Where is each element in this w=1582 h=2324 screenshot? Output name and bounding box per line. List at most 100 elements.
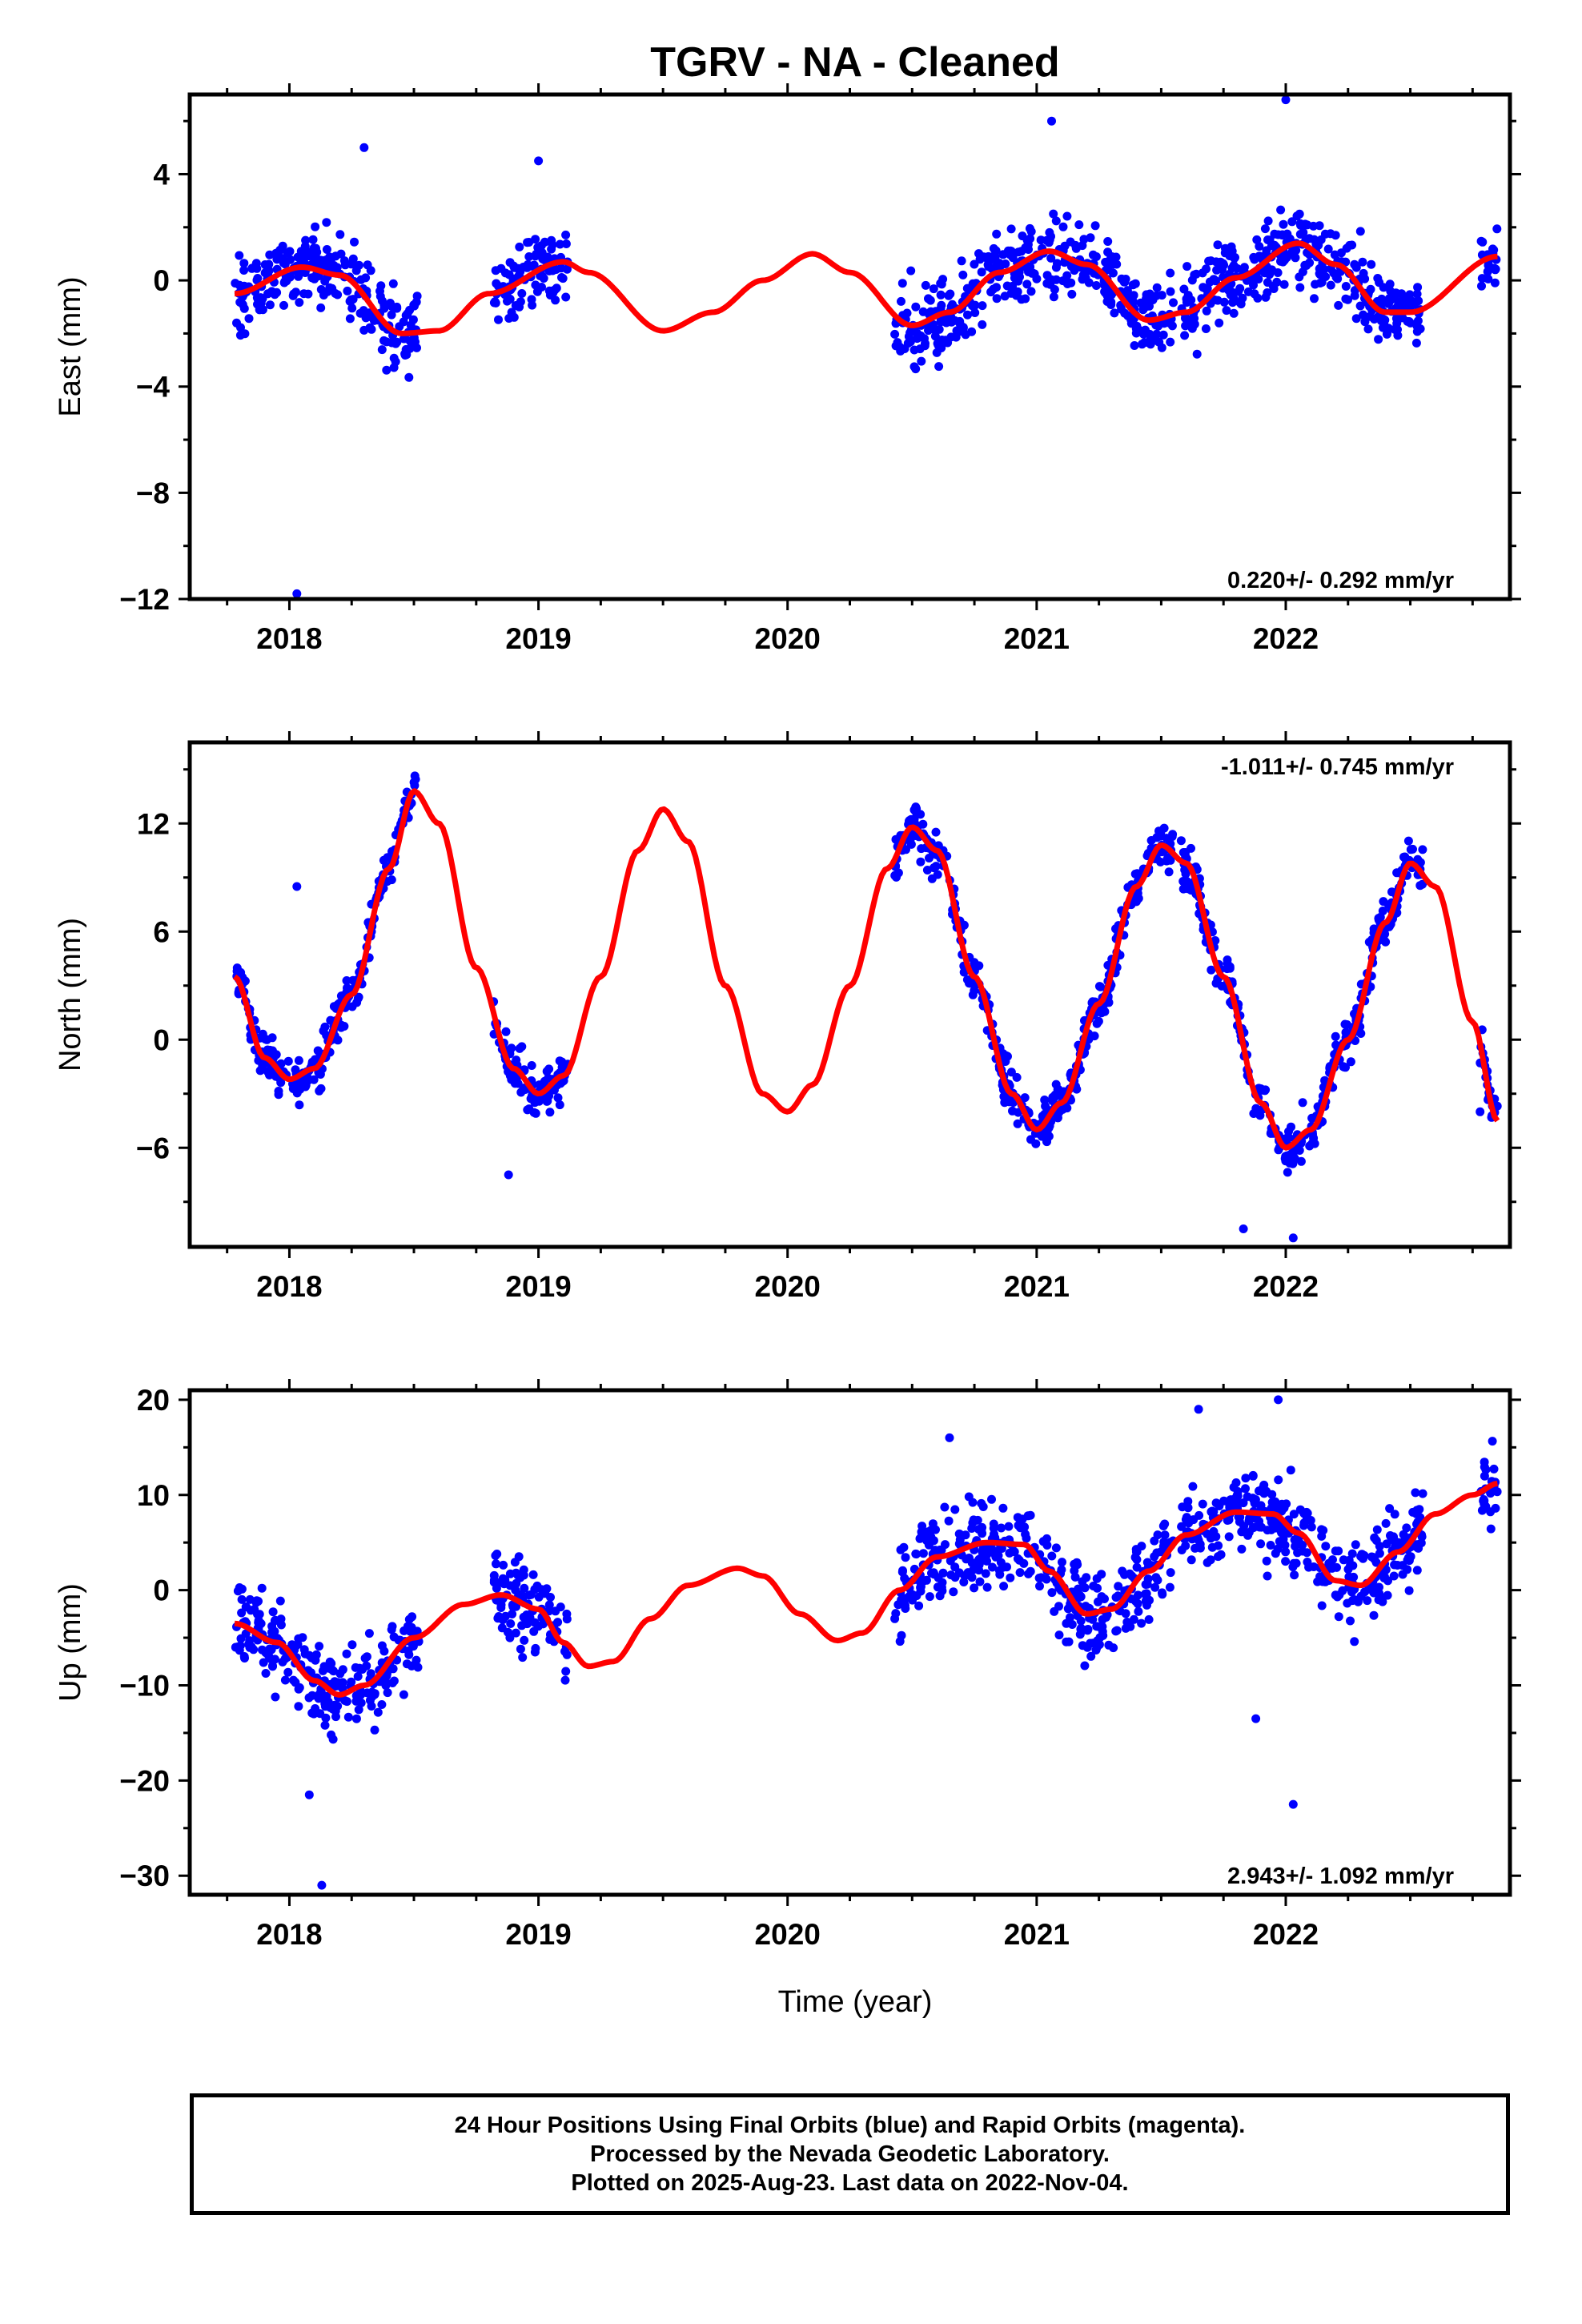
y-axis-label: North (mm) <box>54 918 87 1072</box>
data-point <box>1418 879 1427 889</box>
data-point <box>255 305 264 315</box>
data-point <box>494 315 503 324</box>
data-point <box>1066 237 1075 247</box>
data-point <box>970 259 979 269</box>
x-tick-label: 2018 <box>256 1918 322 1951</box>
data-point <box>1478 237 1488 247</box>
data-point <box>966 979 975 988</box>
data-point <box>1238 293 1247 303</box>
data-point <box>1167 832 1177 842</box>
rate-annotation: 0.220+/- 0.292 mm/yr <box>1227 568 1454 593</box>
data-point <box>1313 1577 1323 1586</box>
data-point <box>387 310 396 320</box>
data-point <box>399 317 408 327</box>
data-point <box>936 279 946 288</box>
plot-frame <box>187 1388 1512 1897</box>
data-point <box>901 845 910 854</box>
data-point <box>1106 300 1116 309</box>
data-point <box>1237 1544 1247 1554</box>
data-point <box>1157 291 1166 300</box>
data-point <box>896 1545 905 1554</box>
data-point <box>1091 1646 1101 1655</box>
data-point <box>1224 1532 1234 1542</box>
data-point <box>1347 1549 1357 1558</box>
data-point <box>527 1061 536 1070</box>
data-point <box>1141 325 1150 335</box>
data-point <box>1315 269 1324 279</box>
x-tick-label: 2018 <box>256 622 322 655</box>
data-point <box>927 874 937 883</box>
data-point-outlier <box>359 143 369 152</box>
data-point <box>1024 267 1033 276</box>
data-point <box>1317 1601 1327 1610</box>
data-point <box>1241 1484 1250 1494</box>
data-point <box>1095 1633 1105 1642</box>
data-point <box>1137 1618 1146 1628</box>
data-point <box>1223 955 1232 965</box>
data-point <box>1393 331 1403 340</box>
data-point <box>1090 221 1100 231</box>
data-point <box>1286 1466 1295 1475</box>
data-point <box>1480 1499 1489 1509</box>
data-point <box>1092 1019 1102 1028</box>
data-point <box>294 1055 303 1065</box>
data-point <box>383 1688 392 1698</box>
data-point <box>1326 280 1335 290</box>
data-point <box>1058 222 1068 231</box>
data-point <box>338 1683 347 1693</box>
data-point <box>963 310 972 320</box>
data-point <box>997 1544 1006 1553</box>
data-point <box>1189 1515 1199 1525</box>
data-point <box>1486 1507 1496 1517</box>
data-point <box>516 1644 525 1654</box>
data-point <box>268 1661 277 1671</box>
data-point <box>948 300 957 309</box>
data-point <box>404 372 414 382</box>
data-point <box>1054 1630 1064 1640</box>
data-point <box>1351 314 1361 324</box>
data-point <box>1224 1515 1234 1525</box>
data-point <box>1488 1437 1497 1446</box>
data-point <box>361 273 371 283</box>
data-point <box>537 248 547 257</box>
data-point <box>906 814 916 824</box>
data-point-outlier <box>1288 1799 1298 1809</box>
data-point <box>369 316 379 325</box>
data-point <box>1393 1561 1402 1570</box>
data-point <box>922 866 932 875</box>
data-point <box>507 308 516 317</box>
data-point <box>1084 278 1094 287</box>
data-point <box>1015 1568 1025 1578</box>
data-point <box>1152 283 1162 292</box>
data-point <box>1270 229 1279 239</box>
data-point <box>245 1642 255 1652</box>
data-point <box>931 827 941 837</box>
data-point <box>978 1502 988 1511</box>
x-tick-label: 2022 <box>1253 1270 1319 1303</box>
data-point <box>1126 1622 1135 1631</box>
data-point <box>1310 1139 1319 1148</box>
x-tick-label: 2020 <box>755 622 821 655</box>
data-point <box>377 345 387 355</box>
data-point <box>389 353 399 363</box>
data-point <box>926 307 936 316</box>
data-point <box>268 1607 278 1617</box>
x-tick-label: 2018 <box>256 1270 322 1303</box>
data-point <box>1371 1536 1381 1546</box>
data-point <box>1492 224 1502 234</box>
data-point <box>1203 1558 1212 1567</box>
data-point <box>1092 1574 1102 1583</box>
data-point <box>260 260 270 269</box>
data-point <box>1014 247 1023 257</box>
data-point-outlier <box>534 156 544 166</box>
data-point <box>1015 272 1024 282</box>
data-point <box>999 1582 1009 1591</box>
data-point <box>917 1527 926 1537</box>
panel-3: 2018 2019 2020 2021 2022 −30 −20 −10 0 10 20 Up (mm… <box>54 1379 1521 1951</box>
data-point-outlier <box>945 1433 954 1442</box>
data-point <box>1040 1096 1050 1104</box>
data-point <box>914 1601 924 1610</box>
data-point <box>1321 1542 1331 1551</box>
data-point <box>510 1558 520 1567</box>
data-point <box>336 1023 346 1032</box>
